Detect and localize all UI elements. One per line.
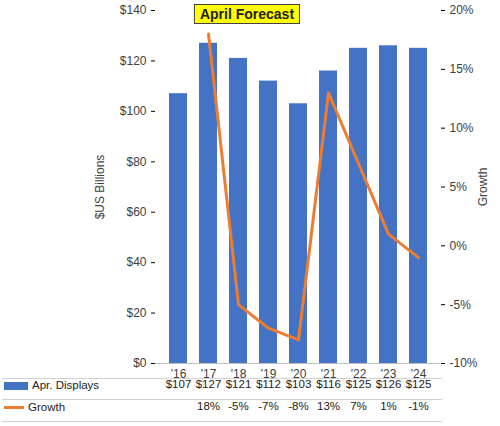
svg-text:-7%: -7%	[258, 400, 278, 412]
svg-text:'19: '19	[260, 367, 277, 381]
svg-text:-5%: -5%	[228, 400, 248, 412]
html-text:Growth: Growth	[28, 401, 66, 413]
svg-text:'18: '18	[230, 367, 247, 381]
svg-text:'24: '24	[410, 367, 427, 381]
svg-text:'21: '21	[320, 367, 337, 381]
svg-text:$0: $0	[133, 356, 147, 370]
svg-text:20%: 20%	[450, 3, 474, 17]
svg-text:18%: 18%	[197, 400, 220, 412]
svg-text:-5%: -5%	[450, 298, 472, 312]
svg-text:$US Billions: $US Billions	[93, 155, 107, 220]
svg-text:13%: 13%	[317, 400, 340, 412]
svg-text:5%: 5%	[450, 180, 468, 194]
svg-text:$40: $40	[126, 255, 146, 269]
svg-text:$121: $121	[226, 378, 252, 390]
svg-text:$140: $140	[120, 3, 147, 17]
svg-text:Growth: Growth	[476, 168, 490, 207]
svg-text:$126: $126	[376, 378, 402, 390]
svg-text:$125: $125	[346, 378, 372, 390]
svg-text:10%: 10%	[450, 121, 474, 135]
svg-text:-10%: -10%	[450, 356, 478, 370]
svg-text:$103: $103	[286, 378, 312, 390]
svg-text:15%: 15%	[450, 62, 474, 76]
svg-text:-8%: -8%	[288, 400, 308, 412]
svg-text:1%: 1%	[380, 400, 397, 412]
svg-text:'17: '17	[200, 367, 217, 381]
svg-text:$116: $116	[316, 378, 341, 390]
html-text:Apr. Displays: Apr. Displays	[32, 379, 100, 391]
svg-text:-1%: -1%	[408, 400, 428, 412]
svg-text:'23: '23	[380, 367, 397, 381]
svg-text:$80: $80	[126, 155, 146, 169]
svg-text:$60: $60	[126, 205, 146, 219]
svg-text:$20: $20	[126, 306, 146, 320]
svg-text:'22: '22	[350, 367, 367, 381]
svg-text:7%: 7%	[350, 400, 367, 412]
svg-text:$100: $100	[120, 104, 147, 118]
html-text:April Forecast: April Forecast	[199, 6, 295, 22]
svg-text:$125: $125	[406, 378, 432, 390]
svg-text:$107: $107	[166, 378, 192, 390]
svg-text:$120: $120	[120, 54, 147, 68]
svg-text:0%: 0%	[450, 239, 468, 253]
svg-text:$112: $112	[256, 378, 281, 390]
svg-text:'16: '16	[170, 367, 187, 381]
svg-text:$127: $127	[196, 378, 222, 390]
svg-text:'20: '20	[290, 367, 307, 381]
